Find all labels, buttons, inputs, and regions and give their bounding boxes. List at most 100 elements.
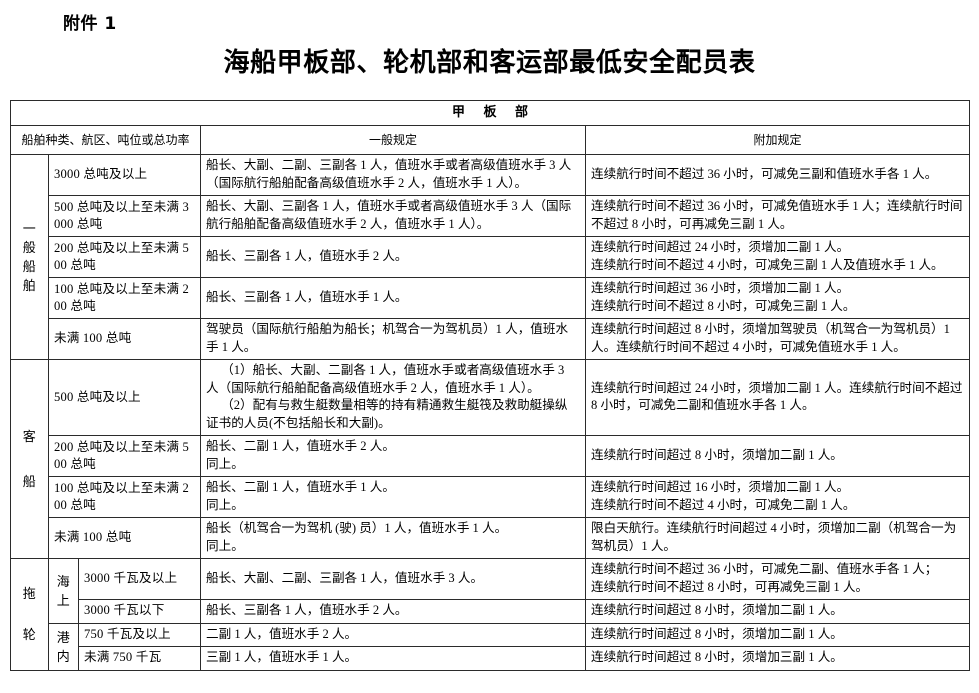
additional-rule-line: 连续航行时间超过 8 小时，须增加二副 1 人。 xyxy=(591,603,843,617)
subgroup-label-char: 上 xyxy=(56,592,71,608)
tonnage-label: 100 总吨及以上至未满 200 总吨 xyxy=(48,277,201,319)
general-rule-cell: 船长、大副、三副各 1 人，值班水手或者高级值班水手 3 人（国际航行船舶配备高… xyxy=(200,195,586,237)
additional-rule-line: 连续航行时间不超过 8 小时，可再减免三副 1 人。 xyxy=(591,579,869,594)
table-row: 未满 100 总吨 驾驶员（国际航行船舶为船长；机驾合一为驾机员）1 人，值班水… xyxy=(11,318,971,360)
general-rule-line: 驾驶员（国际航行船舶为船长；机驾合一为驾机员）1 人，值班水手 1 人。 xyxy=(206,322,569,354)
general-rule-cell: 船长、二副 1 人，值班水手 2 人。 同上。 xyxy=(200,435,586,477)
general-rule-cell: 船长、三副各 1 人，值班水手 2 人。 xyxy=(200,236,586,278)
additional-rule-cell: 连续航行时间超过 24 小时，须增加二副 1 人。 连续航行时间不超过 4 小时… xyxy=(584,236,971,278)
group-label-tugboats: 拖 轮 xyxy=(10,558,49,671)
power-label: 3000 千瓦以下 xyxy=(78,599,201,624)
additional-rule-line: 连续航行时间不超过 8 小时，可减免三副 1 人。 xyxy=(591,298,856,313)
table-row: 港 内 750 千瓦及以上 二副 1 人，值班水手 2 人。 连续航行时间超过 … xyxy=(11,622,971,671)
subgroup-label-char: 内 xyxy=(56,648,71,664)
general-rule-line: 同上。 xyxy=(206,538,244,553)
column-header-general: 一般规定 xyxy=(200,125,586,155)
additional-rule-line: 限白天航行。连续航行时间超过 4 小时，须增加二副（机驾合一为驾机员）1 人。 xyxy=(591,521,957,553)
general-rule-cell: 船长、三副各 1 人，值班水手 2 人。 xyxy=(200,599,586,624)
additional-rule-cell: 连续航行时间超过 24 小时，须增加二副 1 人。连续航行时间不超过 8 小时，… xyxy=(584,359,971,436)
attachment-label: 附件 1 xyxy=(63,14,117,34)
additional-rule-line: 连续航行时间不超过 36 小时，可减免值班水手 1 人；连续航行时间不超过 8 … xyxy=(591,199,963,231)
group-label-passenger-ships: 客 船 xyxy=(10,359,49,559)
general-rule-line: 二副 1 人，值班水手 2 人。 xyxy=(206,626,358,641)
additional-rule-line: 连续航行时间不超过 4 小时，可减免三副 1 人及值班水手 1 人。 xyxy=(591,257,944,272)
general-rule-line: 船长（机驾合一为驾机 (驶) 员）1 人，值班水手 1 人。 xyxy=(206,521,508,535)
additional-rule-cell: 限白天航行。连续航行时间超过 4 小时，须增加二副（机驾合一为驾机员）1 人。 xyxy=(584,517,971,559)
general-rule-cell: 驾驶员（国际航行船舶为船长；机驾合一为驾机员）1 人，值班水手 1 人。 xyxy=(200,318,586,360)
table-row: 3000 千瓦以下 船长、三副各 1 人，值班水手 2 人。 连续航行时间超过 … xyxy=(11,599,971,624)
group-label-char: 船 xyxy=(22,259,37,274)
additional-rule-line: 连续航行时间不超过 36 小时，可减免二副、值班水手各 1 人； xyxy=(591,562,938,576)
section-title-deck-department: 甲 板 部 xyxy=(9,100,971,126)
group-label-char: 般 xyxy=(22,240,37,255)
additional-rule-cell: 连续航行时间不超过 36 小时，可减免二副、值班水手各 1 人； 连续航行时间不… xyxy=(584,558,971,600)
general-rule-line: 同上。 xyxy=(206,497,244,512)
group-label-char: 舶 xyxy=(22,278,37,293)
minimum-safe-manning-table: 甲 板 部 船舶种类、航区、吨位或总功率 一般规定 附加规定 一 般 船 舶 xyxy=(9,100,971,671)
additional-rule-cell: 连续航行时间超过 16 小时，须增加二副 1 人。 连续航行时间不超过 4 小时… xyxy=(584,476,971,518)
general-rule-cell: （1）船长、大副、二副各 1 人，值班水手或者高级值班水手 3 人（国际航行船舶… xyxy=(200,359,586,436)
subgroup-label-harbour: 港 内 xyxy=(48,622,79,671)
general-rule-line: 船长、三副各 1 人，值班水手 2 人。 xyxy=(206,248,408,263)
general-rule-cell: 船长、三副各 1 人，值班水手 1 人。 xyxy=(200,277,586,319)
general-rule-line: 同上。 xyxy=(206,456,244,471)
additional-rule-line: 连续航行时间超过 24 小时，须增加二副 1 人。连续航行时间不超过 8 小时，… xyxy=(591,380,963,413)
general-rule-line: 船长、三副各 1 人，值班水手 1 人。 xyxy=(206,289,408,304)
group-label-char: 一 xyxy=(22,221,37,236)
general-rule-cell: 二副 1 人，值班水手 2 人。 xyxy=(200,622,586,647)
table-row: 未满 750 千瓦 三副 1 人，值班水手 1 人。 连续航行时间超过 8 小时… xyxy=(11,646,971,671)
power-label: 未满 750 千瓦 xyxy=(78,646,201,671)
additional-rule-line: 连续航行时间不超过 36 小时，可减免三副和值班水手各 1 人。 xyxy=(591,166,938,181)
power-label: 750 千瓦及以上 xyxy=(78,622,201,647)
group-label-general-ships: 一 般 船 舶 xyxy=(10,154,49,360)
general-rule-cell: 船长、二副 1 人，值班水手 1 人。 同上。 xyxy=(200,476,586,518)
tonnage-label: 3000 总吨及以上 xyxy=(48,154,201,196)
table-row: 客 船 500 总吨及以上 （1）船长、大副、二副各 1 人，值班水手或者高级值… xyxy=(10,359,971,559)
table-section-title-row: 甲 板 部 xyxy=(9,100,971,126)
column-header-additional: 附加规定 xyxy=(584,125,971,155)
subgroup-label-sea: 海 上 xyxy=(48,558,79,624)
general-rule-line: 船长、大副、二副、三副各 1 人，值班水手或者高级值班水手 3 人（国际航行船舶… xyxy=(206,158,572,190)
tonnage-label: 未满 100 总吨 xyxy=(48,517,201,559)
table-row: 200 总吨及以上至未满 500 总吨 船长、二副 1 人，值班水手 2 人。 … xyxy=(11,435,971,477)
tonnage-label: 100 总吨及以上至未满 200 总吨 xyxy=(48,476,201,518)
additional-rule-cell: 连续航行时间不超过 36 小时，可减免三副和值班水手各 1 人。 xyxy=(584,154,971,196)
table-row: 未满 100 总吨 船长（机驾合一为驾机 (驶) 员）1 人，值班水手 1 人。… xyxy=(11,517,971,559)
tonnage-label: 未满 100 总吨 xyxy=(48,318,201,360)
subgroup-label-char: 海 xyxy=(56,573,71,589)
table-row: 一 般 船 舶 3000 总吨及以上 船长、大副、二副、三副各 1 人，值班水手… xyxy=(10,154,971,360)
general-rule-line: 三副 1 人，值班水手 1 人。 xyxy=(206,650,358,664)
general-rule-line: 船长、三副各 1 人，值班水手 2 人。 xyxy=(206,603,408,617)
page-title: 海船甲板部、轮机部和客运部最低安全配员表 xyxy=(223,48,756,78)
group-label-char: 轮 xyxy=(22,627,37,643)
power-label: 3000 千瓦及以上 xyxy=(78,558,201,600)
tonnage-label: 200 总吨及以上至未满 500 总吨 xyxy=(48,236,201,278)
additional-rule-line: 连续航行时间不超过 4 小时，可减免二副 1 人。 xyxy=(591,497,856,512)
general-rule-cell: 三副 1 人，值班水手 1 人。 xyxy=(200,646,586,671)
additional-rule-line: 连续航行时间超过 8 小时，须增加二副 1 人。 xyxy=(591,447,843,462)
group-label-char: 拖 xyxy=(22,586,37,602)
table-header-row: 船舶种类、航区、吨位或总功率 一般规定 附加规定 xyxy=(10,125,971,155)
additional-rule-line: 连续航行时间超过 8 小时，须增加驾驶员（机驾合一为驾机员）1 人。连续航行时间… xyxy=(591,322,950,354)
additional-rule-cell: 连续航行时间超过 8 小时，须增加二副 1 人。 xyxy=(584,599,971,624)
column-header-category: 船舶种类、航区、吨位或总功率 xyxy=(10,125,201,155)
group-label-char: 客 xyxy=(22,429,37,444)
general-rule-cell: 船长、大副、二副、三副各 1 人，值班水手或者高级值班水手 3 人（国际航行船舶… xyxy=(200,154,586,196)
general-rule-line: （1）船长、大副、二副各 1 人，值班水手或者高级值班水手 3 人（国际航行船舶… xyxy=(206,363,565,395)
additional-rule-cell: 连续航行时间超过 8 小时，须增加二副 1 人。 xyxy=(584,435,971,477)
minimum-safe-manning-table-wrapper: 甲 板 部 船舶种类、航区、吨位或总功率 一般规定 附加规定 一 般 船 舶 xyxy=(9,100,971,671)
tonnage-label: 500 总吨及以上至未满 3000 总吨 xyxy=(48,195,201,237)
additional-rule-cell: 连续航行时间超过 8 小时，须增加二副 1 人。 xyxy=(584,622,971,647)
general-rule-line: 船长、大副、二副、三副各 1 人，值班水手 3 人。 xyxy=(206,570,484,585)
table-row: 100 总吨及以上至未满 200 总吨 船长、二副 1 人，值班水手 1 人。 … xyxy=(11,476,971,518)
tonnage-label: 200 总吨及以上至未满 500 总吨 xyxy=(48,435,201,477)
general-rule-line: 船长、二副 1 人，值班水手 1 人。 xyxy=(206,480,395,494)
table-row: 500 总吨及以上至未满 3000 总吨 船长、大副、三副各 1 人，值班水手或… xyxy=(11,195,971,237)
general-rule-line: 船长、大副、三副各 1 人，值班水手或者高级值班水手 3 人（国际航行船舶配备高… xyxy=(206,199,572,231)
general-rule-cell: 船长、大副、二副、三副各 1 人，值班水手 3 人。 xyxy=(200,558,586,600)
additional-rule-line: 连续航行时间超过 8 小时，须增加二副 1 人。 xyxy=(591,626,843,641)
additional-rule-line: 连续航行时间超过 16 小时，须增加二副 1 人。 xyxy=(591,480,850,494)
additional-rule-cell: 连续航行时间超过 8 小时，须增加驾驶员（机驾合一为驾机员）1 人。连续航行时间… xyxy=(584,318,971,360)
general-rule-line: 船长、二副 1 人，值班水手 2 人。 xyxy=(206,439,395,453)
